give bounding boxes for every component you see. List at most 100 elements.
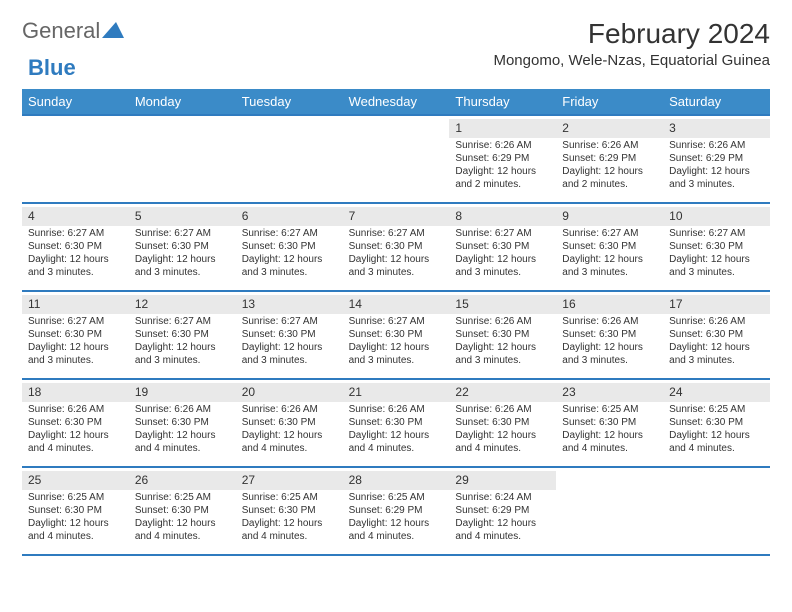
- sunrise-text: Sunrise: 6:26 AM: [669, 140, 764, 153]
- daylight-text: and 3 minutes.: [455, 355, 550, 368]
- sunrise-text: Sunrise: 6:25 AM: [135, 492, 230, 505]
- calendar-day: 15Sunrise: 6:26 AMSunset: 6:30 PMDayligh…: [449, 292, 556, 378]
- title-block: February 2024 Mongomo, Wele-Nzas, Equato…: [493, 18, 770, 69]
- calendar-day: 8Sunrise: 6:27 AMSunset: 6:30 PMDaylight…: [449, 204, 556, 290]
- calendar-day: 21Sunrise: 6:26 AMSunset: 6:30 PMDayligh…: [343, 380, 450, 466]
- calendar-day: 9Sunrise: 6:27 AMSunset: 6:30 PMDaylight…: [556, 204, 663, 290]
- day-number: 25: [22, 471, 129, 490]
- calendar-day: 24Sunrise: 6:25 AMSunset: 6:30 PMDayligh…: [663, 380, 770, 466]
- calendar-day: 5Sunrise: 6:27 AMSunset: 6:30 PMDaylight…: [129, 204, 236, 290]
- sunrise-text: Sunrise: 6:26 AM: [455, 140, 550, 153]
- daylight-text: and 4 minutes.: [669, 443, 764, 456]
- sunset-text: Sunset: 6:30 PM: [135, 505, 230, 518]
- day-number: 19: [129, 383, 236, 402]
- day-number: 23: [556, 383, 663, 402]
- daylight-text: Daylight: 12 hours: [242, 342, 337, 355]
- day-number: 4: [22, 207, 129, 226]
- calendar-week: 1Sunrise: 6:26 AMSunset: 6:29 PMDaylight…: [22, 114, 770, 202]
- day-number: 21: [343, 383, 450, 402]
- sunset-text: Sunset: 6:30 PM: [135, 417, 230, 430]
- sunrise-text: Sunrise: 6:26 AM: [669, 316, 764, 329]
- calendar-day-empty: [556, 468, 663, 554]
- sunrise-text: Sunrise: 6:27 AM: [562, 228, 657, 241]
- sunrise-text: Sunrise: 6:27 AM: [135, 316, 230, 329]
- daylight-text: Daylight: 12 hours: [135, 342, 230, 355]
- calendar-day: 2Sunrise: 6:26 AMSunset: 6:29 PMDaylight…: [556, 116, 663, 202]
- daylight-text: Daylight: 12 hours: [242, 254, 337, 267]
- sunrise-text: Sunrise: 6:26 AM: [242, 404, 337, 417]
- daylight-text: and 4 minutes.: [455, 443, 550, 456]
- daylight-text: Daylight: 12 hours: [28, 342, 123, 355]
- day-number: 22: [449, 383, 556, 402]
- sunrise-text: Sunrise: 6:26 AM: [455, 404, 550, 417]
- calendar-day: 23Sunrise: 6:25 AMSunset: 6:30 PMDayligh…: [556, 380, 663, 466]
- sunrise-text: Sunrise: 6:25 AM: [669, 404, 764, 417]
- daylight-text: and 4 minutes.: [562, 443, 657, 456]
- calendar-day: 14Sunrise: 6:27 AMSunset: 6:30 PMDayligh…: [343, 292, 450, 378]
- day-number: 7: [343, 207, 450, 226]
- daylight-text: and 3 minutes.: [669, 179, 764, 192]
- daylight-text: Daylight: 12 hours: [562, 254, 657, 267]
- daylight-text: and 4 minutes.: [455, 531, 550, 544]
- day-number: 6: [236, 207, 343, 226]
- day-number: 17: [663, 295, 770, 314]
- daylight-text: Daylight: 12 hours: [455, 430, 550, 443]
- daylight-text: Daylight: 12 hours: [135, 518, 230, 531]
- sunrise-text: Sunrise: 6:26 AM: [455, 316, 550, 329]
- day-number: 14: [343, 295, 450, 314]
- calendar-week: 18Sunrise: 6:26 AMSunset: 6:30 PMDayligh…: [22, 378, 770, 466]
- sunrise-text: Sunrise: 6:27 AM: [135, 228, 230, 241]
- daylight-text: and 4 minutes.: [242, 443, 337, 456]
- daylight-text: and 3 minutes.: [562, 355, 657, 368]
- daylight-text: Daylight: 12 hours: [349, 430, 444, 443]
- daylight-text: and 3 minutes.: [242, 267, 337, 280]
- calendar-day: 10Sunrise: 6:27 AMSunset: 6:30 PMDayligh…: [663, 204, 770, 290]
- daylight-text: Daylight: 12 hours: [562, 166, 657, 179]
- day-number: 13: [236, 295, 343, 314]
- sunrise-text: Sunrise: 6:26 AM: [562, 140, 657, 153]
- day-number: 12: [129, 295, 236, 314]
- daylight-text: and 2 minutes.: [562, 179, 657, 192]
- logo: General: [22, 18, 124, 44]
- calendar-day: 4Sunrise: 6:27 AMSunset: 6:30 PMDaylight…: [22, 204, 129, 290]
- daylight-text: and 4 minutes.: [349, 531, 444, 544]
- daylight-text: and 3 minutes.: [28, 355, 123, 368]
- day-number: 18: [22, 383, 129, 402]
- daylight-text: Daylight: 12 hours: [669, 254, 764, 267]
- calendar-day: 6Sunrise: 6:27 AMSunset: 6:30 PMDaylight…: [236, 204, 343, 290]
- daylight-text: Daylight: 12 hours: [349, 254, 444, 267]
- calendar-day: 29Sunrise: 6:24 AMSunset: 6:29 PMDayligh…: [449, 468, 556, 554]
- sunset-text: Sunset: 6:30 PM: [28, 417, 123, 430]
- day-header: Tuesday: [236, 89, 343, 114]
- daylight-text: Daylight: 12 hours: [349, 518, 444, 531]
- sunset-text: Sunset: 6:30 PM: [28, 505, 123, 518]
- daylight-text: and 4 minutes.: [135, 531, 230, 544]
- day-number: 3: [663, 119, 770, 138]
- daylight-text: and 4 minutes.: [28, 443, 123, 456]
- calendar-day-empty: [343, 116, 450, 202]
- daylight-text: and 3 minutes.: [669, 355, 764, 368]
- daylight-text: and 2 minutes.: [455, 179, 550, 192]
- day-number: 1: [449, 119, 556, 138]
- day-header-row: Sunday Monday Tuesday Wednesday Thursday…: [22, 89, 770, 114]
- sunset-text: Sunset: 6:30 PM: [349, 241, 444, 254]
- day-number: 27: [236, 471, 343, 490]
- sunrise-text: Sunrise: 6:27 AM: [242, 316, 337, 329]
- day-header: Friday: [556, 89, 663, 114]
- day-header: Monday: [129, 89, 236, 114]
- logo-text-general: General: [22, 18, 100, 44]
- calendar-week: 25Sunrise: 6:25 AMSunset: 6:30 PMDayligh…: [22, 466, 770, 554]
- daylight-text: Daylight: 12 hours: [28, 430, 123, 443]
- day-number: 29: [449, 471, 556, 490]
- day-number: 2: [556, 119, 663, 138]
- calendar-day-empty: [129, 116, 236, 202]
- calendar-day: 3Sunrise: 6:26 AMSunset: 6:29 PMDaylight…: [663, 116, 770, 202]
- daylight-text: Daylight: 12 hours: [455, 518, 550, 531]
- calendar-day: 25Sunrise: 6:25 AMSunset: 6:30 PMDayligh…: [22, 468, 129, 554]
- sunrise-text: Sunrise: 6:27 AM: [28, 228, 123, 241]
- daylight-text: and 4 minutes.: [242, 531, 337, 544]
- sunset-text: Sunset: 6:30 PM: [562, 241, 657, 254]
- daylight-text: and 4 minutes.: [28, 531, 123, 544]
- sunset-text: Sunset: 6:30 PM: [242, 241, 337, 254]
- sunset-text: Sunset: 6:30 PM: [242, 505, 337, 518]
